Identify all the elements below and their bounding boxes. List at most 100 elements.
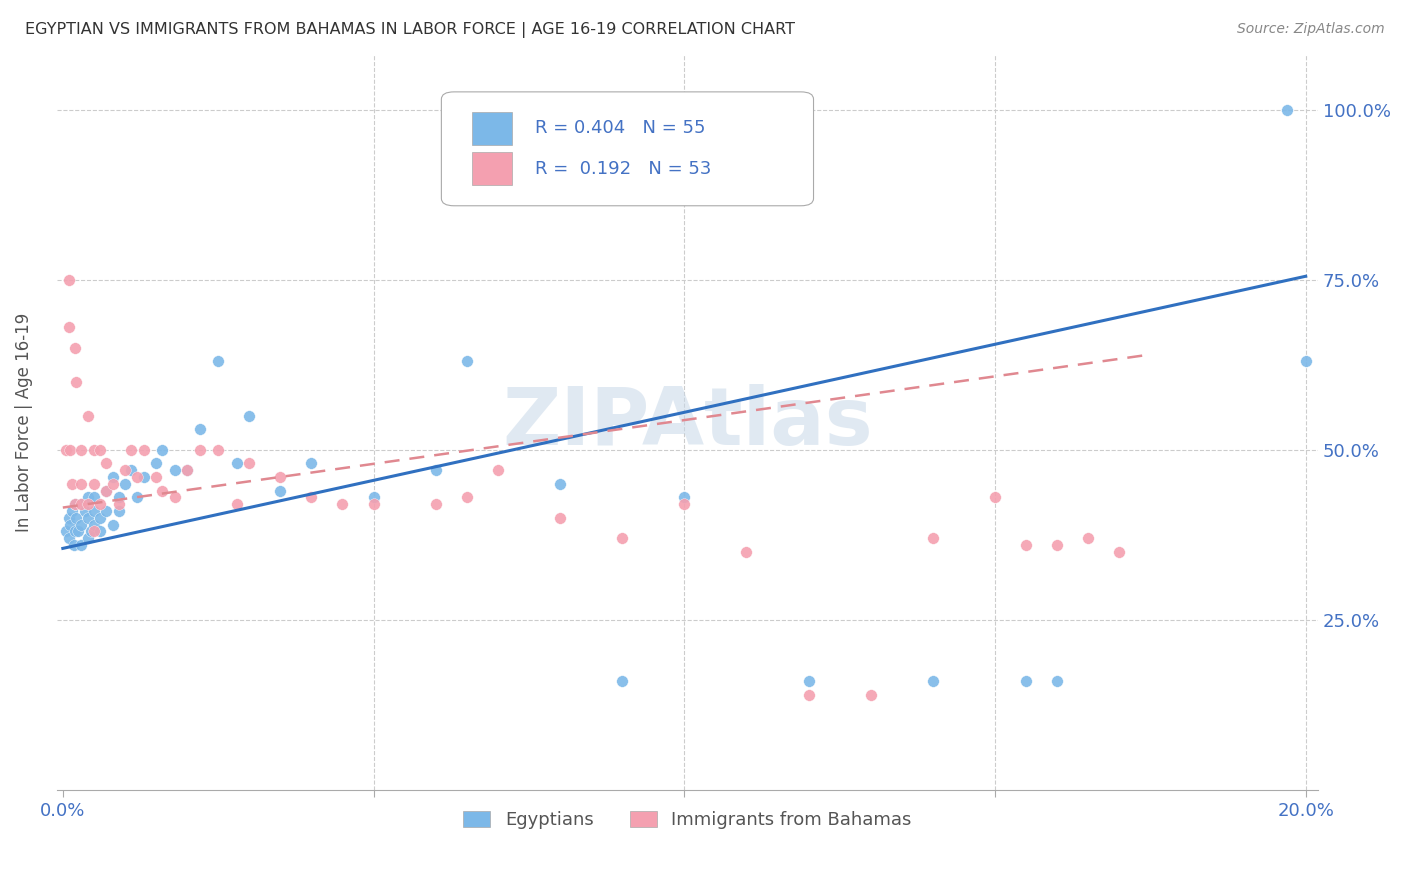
Point [1275,103,1298,117]
Point [548,510,571,524]
Point [1046,674,1069,689]
Point [127,491,149,505]
Point [150,483,173,498]
Point [1077,531,1099,545]
Point [65,375,87,389]
Point [83,504,105,518]
Point [65,341,87,355]
Point [65,497,87,511]
Point [176,463,198,477]
Point [548,476,571,491]
Point [60,476,83,491]
Point [120,442,142,457]
Point [238,409,260,423]
Point [83,476,105,491]
Point [132,470,155,484]
Point [63,538,86,552]
Point [76,510,98,524]
Text: R = 0.404   N = 55: R = 0.404 N = 55 [534,120,706,137]
Point [101,517,124,532]
Point [89,442,111,457]
Point [89,497,111,511]
Point [921,531,943,545]
Point [65,497,87,511]
Point [80,524,103,539]
Point [207,354,229,368]
Point [73,504,96,518]
Point [107,497,129,511]
Point [127,470,149,484]
Point [70,538,93,552]
Point [76,497,98,511]
Point [96,504,118,518]
Point [58,531,80,545]
Point [89,510,111,524]
Text: Source: ZipAtlas.com: Source: ZipAtlas.com [1237,22,1385,37]
Point [188,442,211,457]
Text: EGYPTIAN VS IMMIGRANTS FROM BAHAMAS IN LABOR FORCE | AGE 16-19 CORRELATION CHART: EGYPTIAN VS IMMIGRANTS FROM BAHAMAS IN L… [25,22,796,38]
Point [1015,674,1038,689]
Point [207,442,229,457]
Point [70,442,93,457]
Point [83,517,105,532]
Point [299,456,322,470]
Point [76,491,98,505]
Y-axis label: In Labor Force | Age 16-19: In Labor Force | Age 16-19 [15,313,32,533]
Point [425,463,447,477]
Point [610,674,633,689]
Point [96,456,118,470]
Point [70,497,93,511]
Point [107,491,129,505]
Point [101,476,124,491]
Point [735,545,758,559]
Point [145,456,167,470]
Point [859,688,882,702]
Point [114,476,136,491]
Point [269,470,291,484]
Point [145,470,167,484]
Point [797,688,820,702]
Point [176,463,198,477]
FancyBboxPatch shape [441,92,814,206]
Point [425,497,447,511]
Point [60,504,83,518]
Point [83,524,105,539]
Point [984,491,1007,505]
Point [89,524,111,539]
Point [58,510,80,524]
Point [299,491,322,505]
Point [120,463,142,477]
Point [76,531,98,545]
Point [65,510,87,524]
Point [673,497,696,511]
Text: R =  0.192   N = 53: R = 0.192 N = 53 [534,160,711,178]
Point [163,463,186,477]
Point [65,524,87,539]
Point [188,422,211,436]
Text: ZIPAtlas: ZIPAtlas [502,384,873,461]
Point [59,517,82,532]
Point [238,456,260,470]
Point [59,442,82,457]
Point [101,470,124,484]
Legend: Egyptians, Immigrants from Bahamas: Egyptians, Immigrants from Bahamas [456,804,918,836]
Point [70,476,93,491]
Point [456,354,478,368]
Point [225,456,247,470]
Point [1295,354,1317,368]
Point [456,491,478,505]
Point [67,524,90,539]
Point [76,409,98,423]
Point [83,491,105,505]
Point [610,531,633,545]
Point [225,497,247,511]
Point [486,463,509,477]
Point [363,491,385,505]
Point [114,463,136,477]
Point [83,442,105,457]
Point [96,483,118,498]
Point [269,483,291,498]
Point [1108,545,1130,559]
Point [673,491,696,505]
Point [1046,538,1069,552]
